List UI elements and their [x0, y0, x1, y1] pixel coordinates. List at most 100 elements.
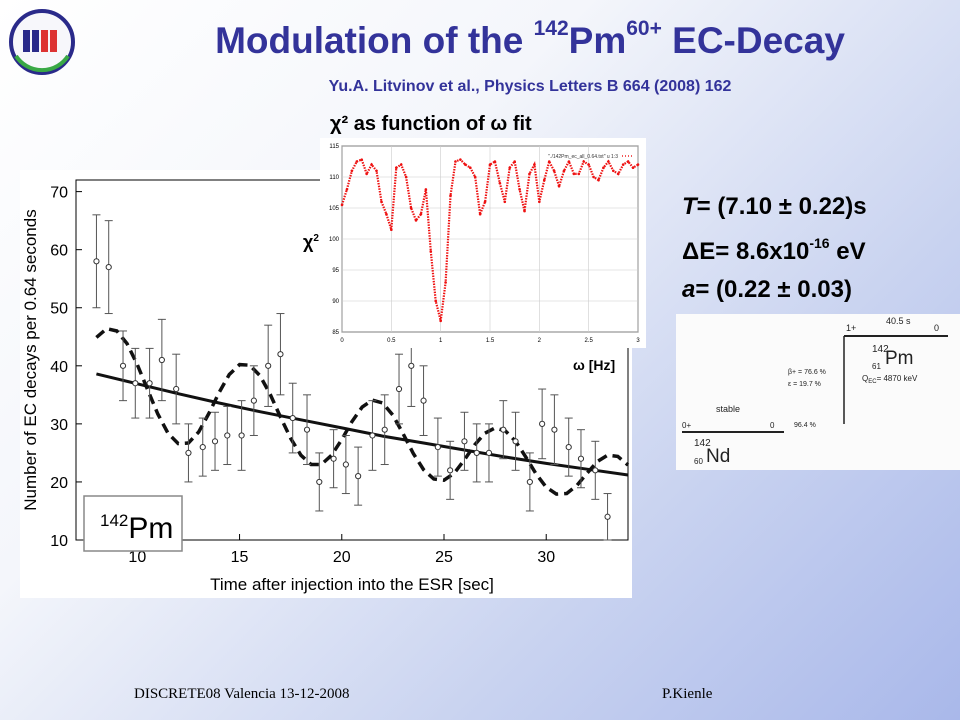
x-tick-label: 10	[128, 549, 146, 566]
chi2-inset-chart: 0 0.5 1 1.5 2 2.5 3 85 90 95 100 105 110 115 "./142Pm_…	[320, 138, 646, 348]
chi2-point	[439, 319, 442, 323]
title-mass-number: 142	[533, 17, 569, 40]
chi2-point	[592, 175, 595, 179]
inset-y-tick-label: 90	[332, 299, 339, 305]
chi2-point	[424, 188, 428, 191]
data-point	[461, 438, 468, 445]
inset-x-tick-label: 0	[340, 338, 344, 344]
chi2-point	[399, 163, 403, 166]
chi2-point	[572, 172, 576, 176]
data-point	[250, 397, 257, 404]
decay-level-scheme: 1+ 0 40.5 s 142 Pm 61 QEC= 4870 keV β+ =…	[676, 314, 960, 470]
chi2-point	[429, 250, 433, 253]
citation-subtitle: Yu.A. Litvinov et al., Physics Letters B…	[328, 78, 732, 95]
data-point	[565, 443, 572, 451]
chi2-point	[577, 172, 581, 176]
inset-y-tick-label: 105	[329, 206, 340, 212]
svg-text:1+: 1+	[846, 323, 856, 333]
x-tick-label: 30	[537, 549, 555, 566]
chi2-point	[355, 160, 359, 163]
data-point	[500, 426, 507, 433]
chi2-point	[503, 200, 507, 204]
data-point	[105, 263, 112, 271]
y-tick-label: 70	[50, 185, 68, 202]
chi2-point	[547, 160, 551, 163]
data-point	[146, 380, 153, 387]
y-axis-label: Number of EC decays per 0.64 seconds	[21, 209, 40, 510]
chi2-point	[631, 166, 635, 169]
data-point	[238, 432, 245, 439]
chi2-point	[488, 163, 492, 166]
chi2-point	[449, 194, 452, 197]
svg-text:61: 61	[872, 362, 881, 371]
chi2-point	[621, 163, 625, 166]
data-point	[485, 449, 493, 457]
chi2-point	[370, 163, 373, 166]
chi2-point	[498, 181, 502, 185]
chi2-point	[582, 160, 586, 163]
data-point	[592, 467, 599, 474]
exponential-fit-curve	[96, 372, 629, 477]
svg-text:ε = 19.7 %: ε = 19.7 %	[788, 381, 821, 388]
inset-x-tick-label: 0.5	[387, 338, 396, 344]
svg-text:0+: 0+	[682, 421, 691, 430]
chi2-point	[523, 209, 526, 213]
inset-axes: 0 0.5 1 1.5 2 2.5 3 85 90 95 100 105 110 115 "./142Pm_…	[329, 144, 640, 344]
chi2-point	[454, 160, 457, 163]
data-point	[132, 380, 139, 387]
inset-y-tick-label: 95	[332, 268, 339, 274]
chi2-point	[464, 163, 467, 166]
result-period: T= (7.10 ± 0.22)s	[682, 193, 867, 220]
data-point	[577, 455, 585, 462]
chi2-point	[542, 178, 546, 182]
y-tick-label: 60	[50, 243, 68, 260]
chi2-point	[597, 178, 600, 182]
chi2-point	[626, 160, 630, 163]
title-charge-state: 60+	[626, 17, 662, 40]
chi2-point	[350, 169, 354, 173]
footer-conference: DISCRETE08 Valencia 13-12-2008	[134, 686, 350, 702]
chi2-point	[340, 203, 344, 207]
chi2-point	[434, 299, 438, 303]
data-point	[93, 258, 100, 265]
main-data-marks	[92, 214, 630, 541]
result-amplitude: a= (0.22 ± 0.03)	[682, 276, 852, 303]
data-point	[119, 362, 127, 369]
chi2-point	[394, 166, 398, 169]
y-tick-label: 10	[50, 533, 68, 550]
data-point	[408, 362, 415, 369]
result-energy-splitting: ΔE= 8.6x10-16 eV	[682, 235, 866, 265]
data-point	[447, 467, 454, 474]
data-point	[316, 478, 323, 486]
chi2-point	[562, 169, 566, 173]
chi2-point	[607, 160, 610, 163]
chi2-point	[345, 188, 349, 191]
svg-text:β+ = 76.6 %: β+ = 76.6 %	[788, 369, 826, 376]
x-axis-label: Time after injection into the ESR [sec]	[210, 575, 494, 594]
isotope-annotation-box	[83, 495, 183, 552]
inset-y-tick-label: 100	[329, 237, 340, 243]
chi2-point	[414, 219, 418, 222]
chi2-point	[518, 188, 521, 191]
inset-legend: "./142Pm_ec_all_0.64.txt" u 1:3	[548, 154, 618, 160]
smi-logo	[9, 9, 75, 75]
chi2-point	[636, 163, 640, 166]
y-tick-label: 50	[50, 301, 68, 318]
svg-text:142: 142	[694, 438, 711, 449]
svg-text:60: 60	[694, 457, 703, 466]
chi2-point	[508, 166, 512, 169]
chi2-point	[390, 228, 393, 231]
data-point	[473, 449, 480, 457]
isotope-annotation-symbol: 142Pm	[100, 511, 173, 545]
chi2-point	[360, 158, 364, 161]
inset-x-tick-label: 2.5	[584, 338, 593, 344]
chi2-point	[385, 212, 388, 216]
inset-y-tick-label: 85	[332, 330, 339, 336]
data-point	[173, 385, 180, 393]
chi2-point	[552, 169, 556, 173]
data-point	[355, 473, 362, 480]
inset-title: χ² as function of ω fit	[330, 113, 532, 135]
data-point	[395, 385, 403, 393]
data-point	[185, 449, 192, 457]
chi2-point	[528, 172, 531, 176]
